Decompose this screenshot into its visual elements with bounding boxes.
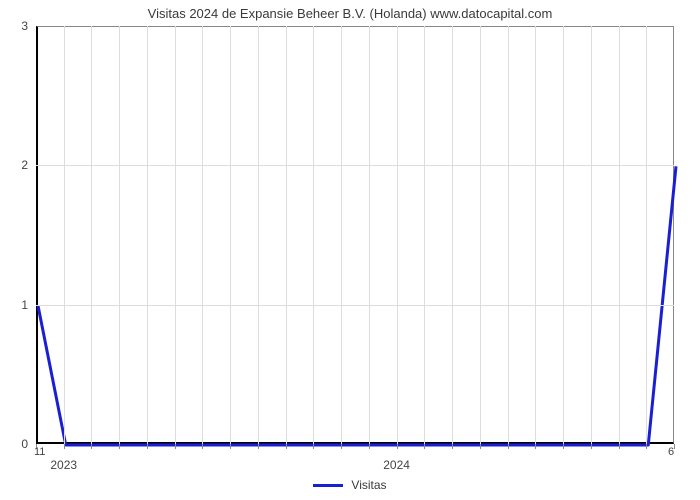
x-gridline <box>369 26 370 444</box>
y-tick-label: 0 <box>0 437 28 451</box>
x-gridline <box>119 26 120 444</box>
x-minor-tick <box>119 444 120 449</box>
x-gridline <box>341 26 342 444</box>
plot-area <box>36 26 674 444</box>
legend: Visitas <box>0 478 700 492</box>
y-tick-label: 1 <box>0 298 28 312</box>
x-gridline <box>175 26 176 444</box>
y-tick-label: 3 <box>0 19 28 33</box>
x-gridline <box>646 26 647 444</box>
x-minor-tick <box>535 444 536 449</box>
x-gridline <box>258 26 259 444</box>
x-gridline <box>591 26 592 444</box>
x-gridline <box>202 26 203 444</box>
x-minor-tick <box>591 444 592 449</box>
x-minor-tick <box>480 444 481 449</box>
x-minor-tick <box>397 444 398 449</box>
legend-label: Visitas <box>351 478 386 492</box>
x-minor-tick <box>64 444 65 449</box>
x-gridline <box>452 26 453 444</box>
x-gridline <box>619 26 620 444</box>
legend-line-swatch <box>313 484 343 487</box>
x-gridline <box>147 26 148 444</box>
y-gridline <box>36 305 674 306</box>
x-gridline <box>424 26 425 444</box>
x-minor-tick <box>674 444 675 449</box>
x-minor-tick <box>563 444 564 449</box>
x-gridline <box>397 26 398 444</box>
x-minor-tick <box>91 444 92 449</box>
x-gridline <box>286 26 287 444</box>
y-gridline <box>36 165 674 166</box>
corner-left-label: 11 <box>34 446 45 458</box>
x-tick-label: 2024 <box>383 458 410 472</box>
x-gridline <box>64 26 65 444</box>
x-minor-tick <box>646 444 647 449</box>
x-minor-tick <box>202 444 203 449</box>
x-gridline <box>508 26 509 444</box>
x-gridline <box>91 26 92 444</box>
x-gridline <box>230 26 231 444</box>
chart-container: Visitas 2024 de Expansie Beheer B.V. (Ho… <box>0 0 700 500</box>
x-minor-tick <box>369 444 370 449</box>
x-gridline <box>313 26 314 444</box>
x-minor-tick <box>175 444 176 449</box>
x-gridline <box>563 26 564 444</box>
chart-title: Visitas 2024 de Expansie Beheer B.V. (Ho… <box>0 6 700 21</box>
corner-right-label: 6 <box>668 446 674 458</box>
x-minor-tick <box>230 444 231 449</box>
series-line <box>38 27 676 445</box>
x-tick-label: 2023 <box>50 458 77 472</box>
x-minor-tick <box>508 444 509 449</box>
x-gridline <box>480 26 481 444</box>
x-minor-tick <box>619 444 620 449</box>
x-minor-tick <box>147 444 148 449</box>
x-minor-tick <box>452 444 453 449</box>
x-minor-tick <box>313 444 314 449</box>
x-gridline <box>535 26 536 444</box>
x-minor-tick <box>286 444 287 449</box>
x-minor-tick <box>341 444 342 449</box>
y-tick-label: 2 <box>0 158 28 172</box>
x-minor-tick <box>258 444 259 449</box>
x-minor-tick <box>424 444 425 449</box>
